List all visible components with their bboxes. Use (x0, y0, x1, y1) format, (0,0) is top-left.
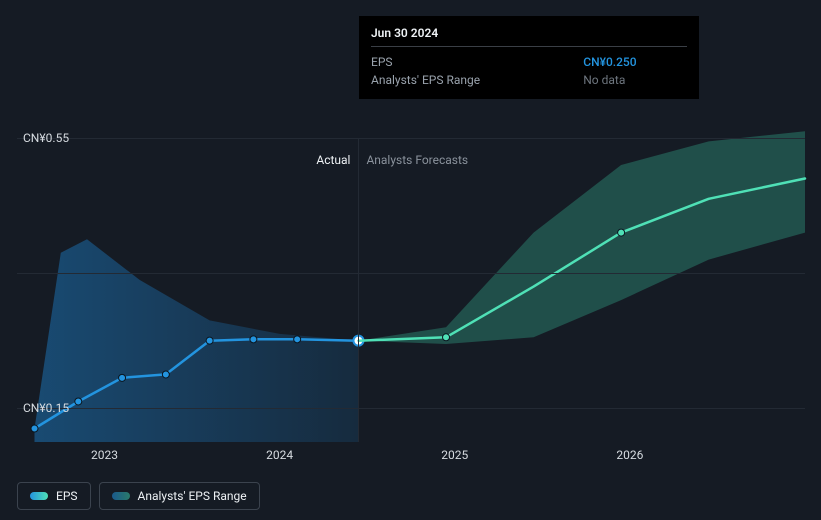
y-axis-label: CN¥0.15 (23, 401, 69, 415)
legend-item[interactable]: EPS (17, 482, 91, 510)
tooltip-row-value: No data (583, 71, 687, 89)
legend-label: Analysts' EPS Range (138, 489, 247, 503)
gridline (17, 273, 805, 274)
region-label-forecast: Analysts Forecasts (366, 153, 468, 167)
legend: EPS Analysts' EPS Range (17, 482, 260, 510)
x-axis-label: 2024 (266, 448, 293, 462)
region-label-actual: Actual (316, 153, 350, 167)
y-axis-label: CN¥0.55 (23, 131, 69, 145)
tooltip-row-label: EPS (371, 53, 583, 71)
plot-svg (17, 138, 805, 442)
x-axis-label: 2025 (441, 448, 468, 462)
plot-area[interactable]: CN¥0.55CN¥0.15ActualAnalysts Forecasts (17, 138, 805, 442)
actual-forecast-divider (358, 138, 359, 442)
tooltip-row-value: CN¥0.250 (583, 53, 687, 71)
tooltip-date: Jun 30 2024 (371, 26, 687, 47)
gridline (17, 138, 805, 139)
tooltip-table: EPSCN¥0.250Analysts' EPS RangeNo data (371, 53, 687, 89)
tooltip-row-label: Analysts' EPS Range (371, 71, 583, 89)
eps-chart: Jun 30 2024 EPSCN¥0.250Analysts' EPS Ran… (0, 0, 821, 520)
chart-tooltip: Jun 30 2024 EPSCN¥0.250Analysts' EPS Ran… (359, 16, 699, 99)
x-axis: 2023 2024 2025 2026 (17, 448, 805, 468)
gridline (17, 408, 805, 409)
legend-label: EPS (56, 489, 78, 503)
x-axis-label: 2023 (91, 448, 118, 462)
legend-swatch (112, 492, 130, 500)
x-axis-label: 2026 (616, 448, 643, 462)
legend-item[interactable]: Analysts' EPS Range (99, 482, 260, 510)
legend-swatch (30, 492, 48, 500)
